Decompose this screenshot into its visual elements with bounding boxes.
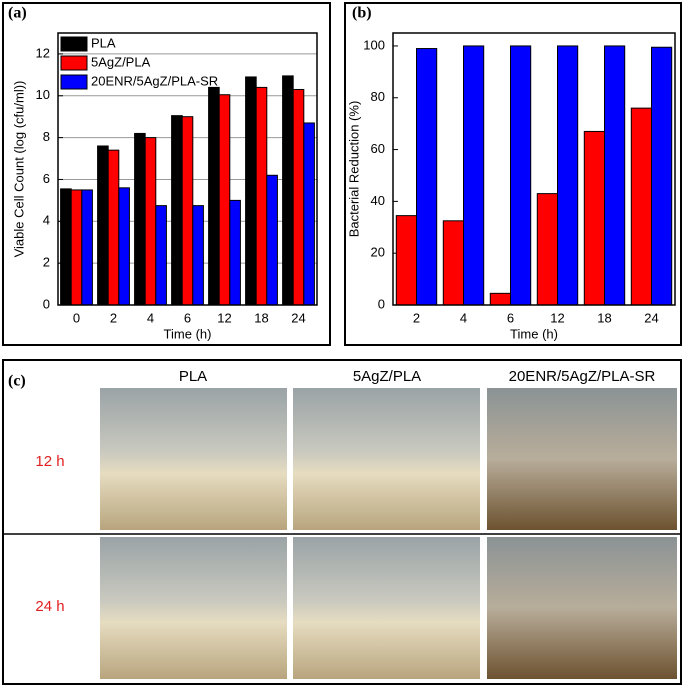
x-tick-label: 18 [254, 310, 268, 325]
y-tick-label: 100 [363, 37, 385, 52]
x-tick-label: 0 [73, 310, 80, 325]
column-header: 20ENR/5AgZ/PLA-SR [509, 368, 656, 385]
x-axis-label: Time (h) [164, 326, 212, 341]
bar [557, 45, 579, 306]
bar [536, 193, 558, 306]
bar [155, 205, 167, 306]
x-tick-label: 24 [291, 310, 305, 325]
bar [134, 132, 146, 306]
bar [229, 199, 241, 306]
bar [489, 292, 512, 306]
panel-label: (b) [352, 5, 372, 22]
y-tick-label: 10 [36, 87, 50, 102]
bar [70, 189, 83, 306]
bar [266, 174, 278, 306]
x-tick-label: 2 [413, 310, 420, 325]
bar [192, 205, 204, 306]
bar [218, 94, 231, 306]
x-tick-label: 6 [507, 310, 514, 325]
x-tick-label: 4 [460, 310, 467, 325]
panel-frame [2, 359, 682, 685]
bar [144, 137, 157, 306]
panel-frame [344, 2, 682, 346]
plot-frame [57, 32, 318, 306]
bar [181, 116, 194, 306]
bar [604, 45, 626, 306]
x-tick-label: 2 [110, 310, 117, 325]
bar [303, 122, 315, 306]
legend-label: 5AgZ/PLA [91, 54, 151, 69]
bar [171, 115, 183, 306]
y-tick-label: 60 [371, 141, 385, 156]
x-tick-label: 6 [184, 310, 191, 325]
bar [630, 107, 652, 306]
bar [118, 187, 130, 306]
x-tick-label: 18 [597, 310, 611, 325]
bar [81, 189, 93, 306]
legend-label: 20ENR/5AgZ/PLA-SR [91, 73, 218, 88]
photo [487, 388, 677, 530]
bar [245, 76, 257, 306]
legend-swatch [60, 55, 88, 71]
bar [416, 48, 438, 306]
x-tick-label: 24 [644, 310, 658, 325]
legend-swatch [60, 36, 88, 52]
bar [107, 149, 120, 306]
y-tick-label: 12 [36, 45, 50, 60]
panel-label: (a) [8, 5, 27, 22]
y-tick-label: 0 [43, 296, 50, 311]
x-tick-label: 12 [550, 310, 564, 325]
bar [510, 45, 532, 306]
bar [583, 130, 605, 306]
bar [208, 86, 220, 306]
y-tick-label: 2 [43, 255, 50, 270]
bar [255, 86, 268, 306]
photo [487, 537, 677, 679]
y-axis-label: Bacterial Reduction (%) [346, 101, 361, 238]
column-header: PLA [179, 368, 207, 385]
y-tick-label: 6 [43, 171, 50, 186]
photos [100, 388, 677, 679]
y-tick-label: 0 [378, 296, 385, 311]
bar [442, 220, 465, 306]
photo [293, 537, 480, 679]
plot-frame [392, 32, 676, 306]
x-axis-label: Time (h) [510, 326, 558, 341]
bar [395, 215, 418, 306]
bar [463, 45, 485, 306]
bar [97, 145, 109, 306]
photo [100, 537, 287, 679]
y-axis-label: Viable Cell Count (log (cfu/ml)) [11, 81, 26, 258]
panel-frame [2, 2, 331, 346]
y-tick-label: 20 [371, 245, 385, 260]
legend-label: PLA [91, 35, 116, 50]
bar [292, 88, 305, 306]
y-tick-label: 8 [43, 129, 50, 144]
legend-swatch [60, 74, 88, 90]
y-tick-label: 4 [43, 213, 50, 228]
panel-label: (c) [8, 373, 26, 390]
y-tick-label: 40 [371, 193, 385, 208]
bar [60, 188, 72, 306]
photo [100, 388, 287, 530]
x-tick-label: 4 [147, 310, 154, 325]
photo [293, 388, 480, 530]
bar [651, 46, 673, 306]
bar [282, 75, 294, 306]
y-tick-label: 80 [371, 89, 385, 104]
row-label: 12 h [35, 453, 64, 470]
row-label: 24 h [35, 598, 64, 615]
x-tick-label: 12 [217, 310, 231, 325]
column-header: 5AgZ/PLA [353, 368, 421, 385]
